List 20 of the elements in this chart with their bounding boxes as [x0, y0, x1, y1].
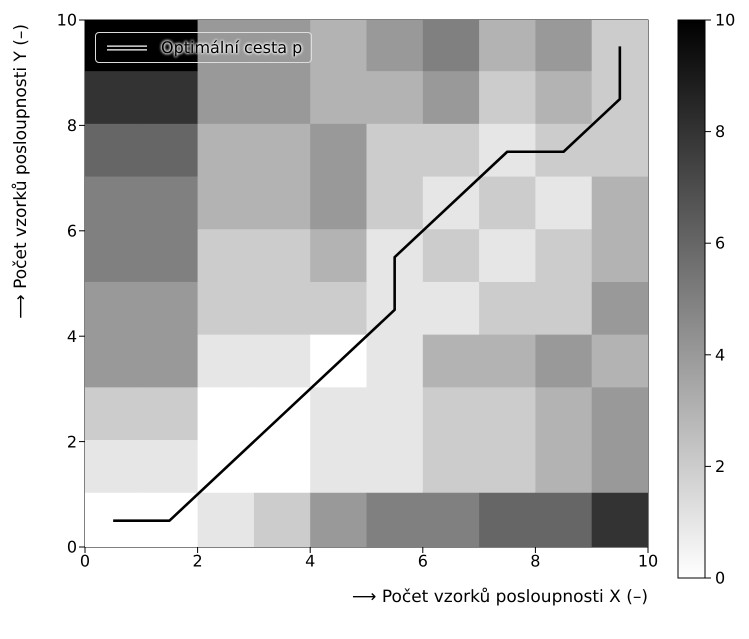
x-tick-label: 10	[638, 551, 658, 570]
x-axis-title: ⟶ Počet vzorků posloupnosti X (–)	[352, 587, 648, 607]
color-bar-label: 0	[715, 568, 726, 588]
color-bar-label: 4	[715, 345, 726, 364]
x-tick-label: 8	[530, 551, 540, 570]
y-tick-label: 6	[66, 221, 77, 240]
color-bar-label: 6	[715, 234, 726, 253]
x-tick-label: 4	[305, 551, 316, 570]
color-bar-label: 8	[715, 122, 726, 142]
y-tick-label: 8	[66, 116, 77, 136]
y-tick-label: 2	[66, 432, 77, 452]
y-tick-label: 0	[66, 538, 77, 557]
x-tick-label: 6	[418, 551, 428, 570]
x-tick-label: 2	[192, 551, 203, 570]
x-tick-label: 0	[80, 551, 90, 570]
y-tick-label: 4	[66, 326, 77, 346]
y-axis-title: ⟶ Počet vzorků posloupnosti Y (–)	[11, 24, 31, 319]
y-tick-label: 10	[56, 10, 77, 30]
color-bar-label: 10	[715, 10, 736, 30]
color-bar-label: 2	[715, 456, 726, 476]
